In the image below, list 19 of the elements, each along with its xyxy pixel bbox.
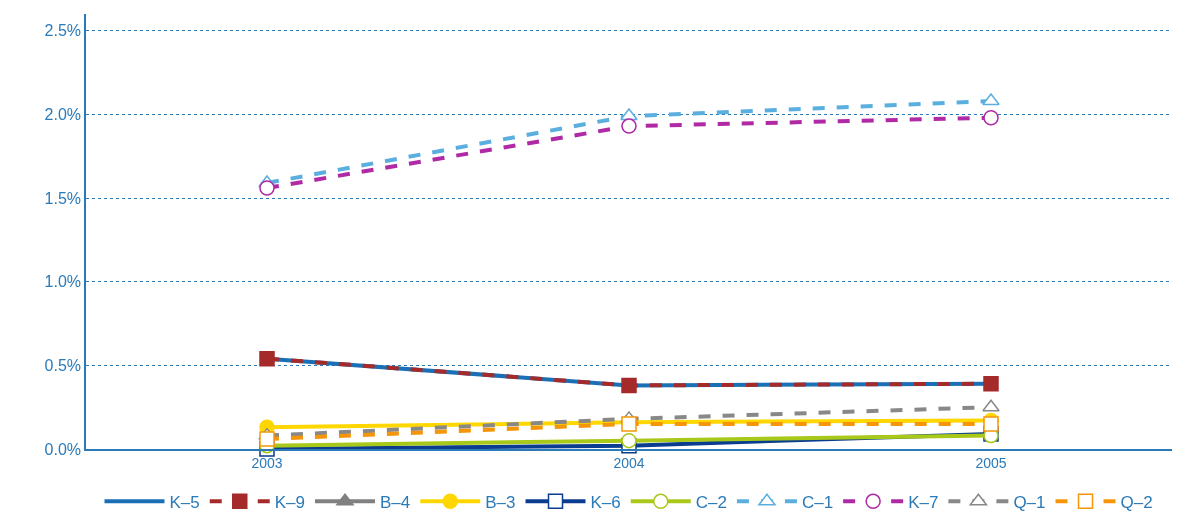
y-tick-label: 2.5% <box>44 22 82 40</box>
legend-label: B–3 <box>485 492 516 512</box>
y-tick-label: 0.0% <box>44 440 82 458</box>
y-tick-label: 2.0% <box>44 105 82 123</box>
legend-label: K–7 <box>908 492 939 512</box>
x-tick-label: 2003 <box>251 454 283 471</box>
legend-label: K–6 <box>590 492 621 512</box>
legend-label: B–4 <box>380 492 411 512</box>
legend-label: Q–2 <box>1120 492 1153 512</box>
legend-label: C–1 <box>801 492 834 512</box>
y-tick-label: 0.5% <box>44 356 82 374</box>
legend-label: C–2 <box>695 492 727 512</box>
y-tick-label: 1.5% <box>44 189 82 207</box>
legend-label: K–9 <box>274 492 305 512</box>
x-tick-label: 2005 <box>975 454 1007 471</box>
y-tick-label: 1.0% <box>44 273 82 291</box>
x-tick-label: 2004 <box>613 454 645 471</box>
legend-label: Q–1 <box>1013 492 1046 512</box>
legend-label: K–5 <box>169 492 200 512</box>
